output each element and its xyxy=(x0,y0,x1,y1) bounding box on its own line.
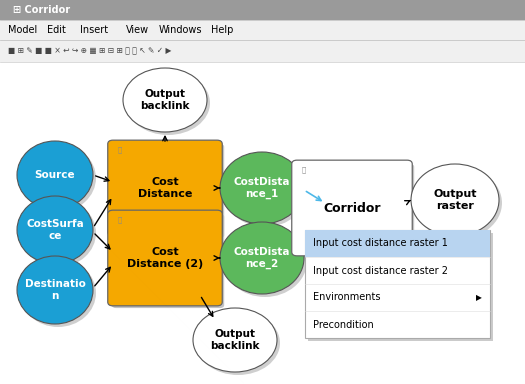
Ellipse shape xyxy=(20,259,96,327)
FancyBboxPatch shape xyxy=(112,214,224,308)
FancyBboxPatch shape xyxy=(108,210,222,306)
Ellipse shape xyxy=(123,68,207,132)
Ellipse shape xyxy=(20,199,96,267)
Text: Windows: Windows xyxy=(159,25,203,35)
Text: Edit: Edit xyxy=(47,25,66,35)
FancyBboxPatch shape xyxy=(0,20,525,40)
Text: Cost
Distance (2): Cost Distance (2) xyxy=(127,247,203,269)
Ellipse shape xyxy=(220,222,304,294)
Text: View: View xyxy=(126,25,149,35)
Text: Insert: Insert xyxy=(80,25,109,35)
FancyBboxPatch shape xyxy=(305,230,490,257)
Text: Output
backlink: Output backlink xyxy=(140,89,190,111)
Ellipse shape xyxy=(414,167,502,239)
Ellipse shape xyxy=(20,144,96,212)
Ellipse shape xyxy=(411,164,499,236)
Text: 🔑: 🔑 xyxy=(301,166,306,172)
Ellipse shape xyxy=(220,152,304,224)
Text: Corridor: Corridor xyxy=(323,202,381,215)
Text: Input cost distance raster 1: Input cost distance raster 1 xyxy=(313,238,448,248)
Ellipse shape xyxy=(126,71,210,135)
Text: Model: Model xyxy=(8,25,37,35)
FancyBboxPatch shape xyxy=(296,164,414,258)
Text: Precondition: Precondition xyxy=(313,319,374,329)
Text: Output
raster: Output raster xyxy=(433,189,477,211)
Text: Source: Source xyxy=(35,170,75,180)
FancyBboxPatch shape xyxy=(292,160,412,256)
Text: Cost
Distance: Cost Distance xyxy=(138,177,192,199)
Text: ⊞ Corridor: ⊞ Corridor xyxy=(13,5,70,15)
Text: Destinatio
n: Destinatio n xyxy=(25,279,86,301)
Ellipse shape xyxy=(17,141,93,209)
Ellipse shape xyxy=(193,308,277,372)
Ellipse shape xyxy=(223,225,307,297)
Ellipse shape xyxy=(17,256,93,324)
FancyBboxPatch shape xyxy=(112,144,224,238)
FancyBboxPatch shape xyxy=(0,62,525,384)
Text: 🔑: 🔑 xyxy=(117,146,121,152)
FancyBboxPatch shape xyxy=(0,40,525,62)
Ellipse shape xyxy=(196,311,280,375)
Text: Help: Help xyxy=(211,25,234,35)
Text: CostDista
nce_2: CostDista nce_2 xyxy=(234,247,290,269)
Ellipse shape xyxy=(17,196,93,264)
FancyBboxPatch shape xyxy=(308,233,493,341)
Text: CostSurfa
ce: CostSurfa ce xyxy=(26,219,84,241)
Text: CostDista
nce_1: CostDista nce_1 xyxy=(234,177,290,199)
Text: Input cost distance raster 2: Input cost distance raster 2 xyxy=(313,265,448,275)
FancyBboxPatch shape xyxy=(305,230,490,338)
Text: Output
backlink: Output backlink xyxy=(210,329,260,351)
Ellipse shape xyxy=(223,155,307,227)
FancyBboxPatch shape xyxy=(108,140,222,236)
Text: 🔑: 🔑 xyxy=(117,216,121,223)
Text: ■ ⊞ ✎ ■ ■ × ↩ ↪ ⊕ ▦ ⊞ ⊟ ⊞ 🔍 🔍 ↖ ✎ ✓ ▶: ■ ⊞ ✎ ■ ■ × ↩ ↪ ⊕ ▦ ⊞ ⊟ ⊞ 🔍 🔍 ↖ ✎ ✓ ▶ xyxy=(8,46,171,56)
Text: Environments: Environments xyxy=(313,293,381,303)
Text: ▶: ▶ xyxy=(476,293,482,302)
FancyBboxPatch shape xyxy=(0,0,525,20)
